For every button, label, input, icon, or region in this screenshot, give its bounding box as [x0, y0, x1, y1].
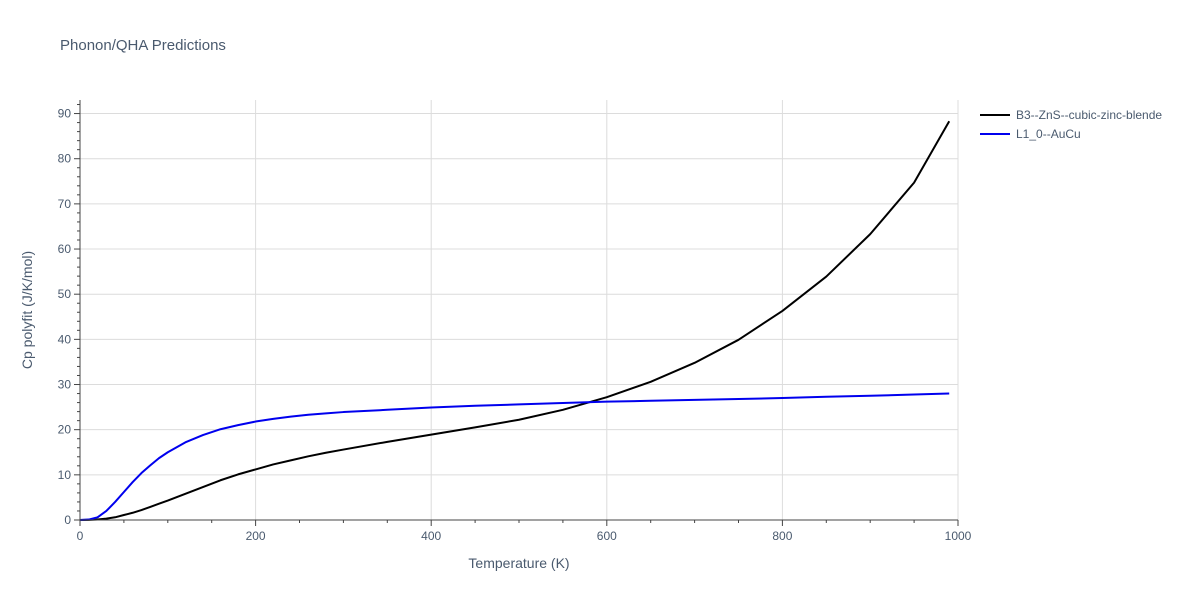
legend-label: L1_0--AuCu	[1016, 127, 1081, 141]
x-tick-label: 200	[246, 529, 266, 543]
legend-label: B3--ZnS--cubic-zinc-blende	[1016, 108, 1162, 122]
x-tick-label: 1000	[945, 529, 972, 543]
y-tick-label: 90	[58, 107, 72, 121]
legend[interactable]: B3--ZnS--cubic-zinc-blende L1_0--AuCu	[980, 108, 1162, 141]
y-tick-label: 50	[58, 287, 72, 301]
y-tick-label: 20	[58, 423, 72, 437]
x-axis-title: Temperature (K)	[468, 555, 569, 571]
series-line-2[interactable]	[79, 392, 950, 521]
chart-title: Phonon/QHA Predictions	[60, 37, 226, 54]
y-axis-title: Cp polyfit (J/K/mol)	[19, 251, 35, 369]
grid	[80, 100, 959, 520]
x-tick-label: 800	[772, 529, 792, 543]
y-tick-label: 0	[64, 513, 71, 527]
series-layer	[79, 120, 951, 521]
y-tick-label: 70	[58, 197, 72, 211]
y-tick-label: 30	[58, 378, 72, 392]
y-tick-label: 80	[58, 152, 72, 166]
x-tick-label: 600	[597, 529, 617, 543]
legend-item-1[interactable]: B3--ZnS--cubic-zinc-blende	[980, 108, 1162, 122]
x-tick-label: 0	[77, 529, 84, 543]
legend-item-2[interactable]: L1_0--AuCu	[980, 127, 1081, 141]
x-tick-label: 400	[421, 529, 441, 543]
y-tick-label: 40	[58, 332, 72, 346]
y-tick-label: 10	[58, 468, 72, 482]
series-line-1[interactable]	[79, 120, 951, 521]
y-tick-label: 60	[58, 242, 72, 256]
axes: 0 200 400 600 800 1000 0 10 20 30 40 50 60 70 80 90	[58, 100, 972, 543]
